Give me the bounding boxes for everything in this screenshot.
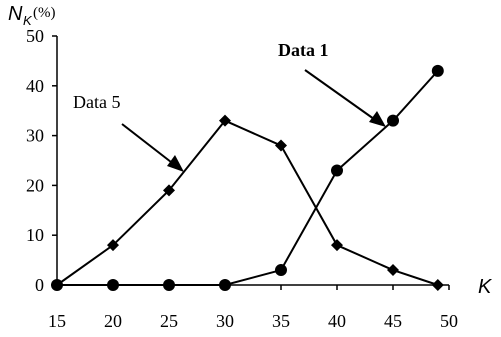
data-point-data-5 [387,264,399,277]
data-point-data-1 [387,114,399,127]
x-tick-label: 20 [104,311,122,331]
x-tick-label: 40 [328,311,346,331]
data-point-data-1 [431,64,444,77]
data-point-data-5 [275,139,287,152]
data-point-data-5 [431,279,444,291]
data-point-data-1 [331,164,343,177]
y-tick-label: 0 [35,275,44,295]
annotation-arrowhead-data-1 [369,111,386,127]
x-tick-label: 25 [160,311,178,331]
axes [52,35,450,290]
y-axis-title: N [8,3,23,25]
annotation-data-1: Data 1 [278,40,329,60]
y-tick-label: 30 [26,126,44,146]
data-point-data-5 [219,114,231,127]
y-axis-unit: (%) [33,5,56,21]
series [51,64,444,291]
x-tick-label: 35 [272,311,290,331]
data-point-data-5 [107,239,119,252]
x-tick-label: 15 [48,311,66,331]
series-line-data-1 [57,70,439,286]
x-axis-title: K [478,276,493,298]
data-point-data-1 [275,264,287,277]
series-data-5 [51,114,444,291]
data-point-data-1 [219,279,231,291]
data-point-data-5 [51,279,63,291]
tick-labels: 0 10 20 30 40 50 15 20 25 30 35 40 45 50 [26,26,458,331]
y-tick-label: 10 [26,225,44,245]
y-axis-title-subscript: K [23,13,33,28]
series-line-data-5 [56,119,439,286]
data-point-data-1 [107,279,119,291]
annotation-arrowhead-data-5 [167,155,184,172]
x-tick-label: 45 [384,311,402,331]
annotation-data-5: Data 5 [73,92,120,112]
x-tick-label: 50 [440,311,458,331]
series-data-1 [51,64,444,291]
y-tick-label: 20 [26,175,44,195]
x-tick-label: 30 [216,311,234,331]
data-point-data-1 [163,279,175,291]
data-point-data-5 [331,239,343,252]
y-tick-label: 50 [26,26,44,46]
annotation-arrow-data-1 [304,69,382,125]
y-tick-label: 40 [26,76,44,96]
data-point-data-5 [163,184,175,197]
